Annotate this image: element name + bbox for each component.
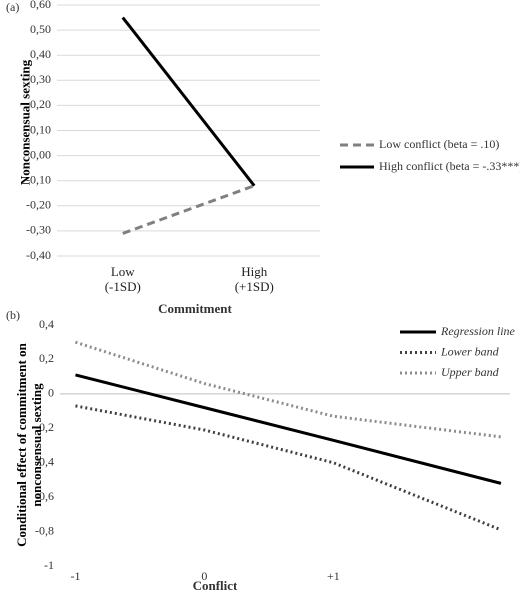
x-tick-label: 0 [201,569,207,583]
x-tick-label: +1 [327,569,340,583]
y-tick-label: -0,20 [26,198,51,212]
legend-label: High conflict (beta = -.33***) [379,159,520,173]
y-tick-label: -1 [44,558,54,572]
x-axis-label: Conflict [193,578,238,593]
y-tick-label: 0,10 [30,122,51,136]
legend-label: Regression line [440,324,516,338]
y-tick-label: 0,2 [39,351,54,365]
x-axis-label: Commitment [158,301,232,316]
series-line [122,184,255,235]
legend-label: Low conflict (beta = .10) [379,137,499,151]
series-line [75,373,502,485]
y-tick-label: 0,60 [30,0,51,11]
y-axis-label: Nonconsensual sexting [17,59,33,186]
series-line [121,16,256,187]
series-line [75,340,502,439]
series-line [75,404,502,532]
y-axis-label: Conditional effect of commitment on nonc… [14,343,44,547]
y-tick-label: -0,2 [35,420,54,434]
y-tick-label: -0,10 [26,172,51,186]
x-tick-label: Low (-1SD) [104,264,141,294]
y-tick-label: -0,6 [35,489,54,503]
y-tick-label: 0,30 [30,72,51,86]
panel-label: (a) [6,0,19,14]
legend-label: Lower band [440,344,500,358]
y-tick-label: 0,40 [30,47,51,61]
x-tick-label: -1 [70,569,80,583]
y-tick-label: 0,50 [30,22,51,36]
y-tick-label: 0,4 [39,317,54,331]
y-tick-label: -0,8 [35,523,54,537]
y-tick-label: -0,40 [26,248,51,262]
x-tick-label: High (+1SD) [234,264,274,294]
y-tick-label: 0,20 [30,97,51,111]
y-tick-label: -0,4 [35,454,54,468]
panel-label: (b) [6,308,20,322]
y-tick-label: 0 [48,386,54,400]
y-tick-label: 0,00 [30,147,51,161]
y-tick-label: -0,30 [26,223,51,237]
legend-label: Upper band [441,365,500,379]
